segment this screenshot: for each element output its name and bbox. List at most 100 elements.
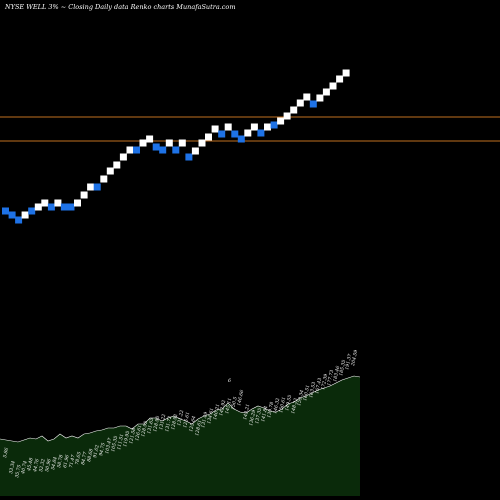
renko-brick-down bbox=[237, 135, 245, 143]
price-label: 58.78 bbox=[56, 454, 65, 468]
price-label: 150.61 bbox=[278, 396, 287, 413]
renko-brick-up bbox=[178, 139, 186, 147]
price-label: 149.55 bbox=[284, 394, 293, 411]
renko-brick-up bbox=[113, 161, 121, 169]
price-label: 140.21 bbox=[212, 403, 221, 420]
renko-brick-down bbox=[133, 146, 140, 154]
price-label: 78.65 bbox=[74, 451, 83, 465]
price-label: 54.84 bbox=[50, 456, 59, 470]
renko-brick-up bbox=[41, 199, 49, 207]
price-label: 125.61 bbox=[182, 411, 191, 428]
price-label: 131.22 bbox=[158, 413, 167, 430]
price-label: 35.75 bbox=[14, 464, 23, 478]
renko-brick-up bbox=[277, 117, 285, 125]
stray-label: 6 bbox=[228, 378, 231, 384]
renko-brick-down bbox=[15, 216, 23, 224]
price-label: 94.75 bbox=[98, 442, 107, 456]
renko-brick-up bbox=[100, 175, 108, 183]
price-label: 143.21 bbox=[242, 403, 251, 420]
renko-brick-down bbox=[67, 203, 75, 211]
price-label: 131.72 bbox=[164, 415, 173, 432]
price-label: 103.47 bbox=[104, 437, 113, 454]
renko-brick-up bbox=[165, 139, 173, 147]
renko-brick-up bbox=[316, 94, 324, 102]
volume-fill bbox=[0, 376, 360, 496]
renko-bricks bbox=[2, 69, 350, 224]
renko-brick-down bbox=[28, 207, 36, 215]
price-label: 52.32 bbox=[38, 458, 47, 472]
renko-brick-down bbox=[93, 183, 101, 191]
price-label: 191.37 bbox=[344, 353, 353, 370]
price-label: 146.32 bbox=[272, 397, 281, 414]
price-label: 91.02 bbox=[92, 444, 101, 458]
renko-brick-up bbox=[74, 199, 81, 207]
price-label: 84.77 bbox=[80, 451, 89, 465]
renko-brick-up bbox=[126, 146, 134, 154]
price-label: 146.66 bbox=[236, 389, 245, 406]
renko-brick-up bbox=[264, 123, 271, 131]
renko-brick-down bbox=[257, 129, 265, 137]
price-label: 61.96 bbox=[62, 454, 71, 468]
price-label: 204.59 bbox=[350, 349, 359, 367]
price-labels: 5.86 33.3435.7540.7445.4844.7652.3250.965… bbox=[2, 349, 359, 478]
price-label: 139.78 bbox=[266, 401, 275, 418]
renko-brick-up bbox=[34, 203, 42, 211]
renko-brick-down bbox=[47, 203, 55, 211]
price-label: 137.35 bbox=[254, 407, 263, 424]
price-label: 142.92 bbox=[218, 399, 227, 416]
price-label: 150.5 bbox=[230, 396, 239, 410]
price-label: 45.48 bbox=[26, 457, 35, 472]
renko-brick-up bbox=[296, 99, 304, 107]
renko-brick-up bbox=[303, 93, 311, 101]
renko-brick-up bbox=[139, 139, 147, 147]
price-label: 105.35 bbox=[110, 435, 119, 452]
volume-outline bbox=[0, 375, 361, 443]
volume-area bbox=[0, 375, 361, 496]
price-label: 71.47 bbox=[68, 454, 77, 468]
renko-brick-up bbox=[224, 123, 232, 131]
renko-brick-up bbox=[87, 183, 95, 191]
renko-brick-up bbox=[322, 88, 330, 96]
renko-brick-up bbox=[198, 139, 206, 147]
price-label: 131.49 bbox=[200, 411, 209, 428]
price-label: 44.76 bbox=[32, 458, 41, 473]
renko-brick-up bbox=[342, 69, 350, 77]
price-label: 128.92 bbox=[170, 413, 179, 430]
price-label: 119.95 bbox=[122, 430, 131, 447]
price-label: 145.11 bbox=[224, 397, 233, 414]
renko-brick-down bbox=[185, 153, 193, 161]
renko-brick-up bbox=[54, 199, 62, 207]
price-label: 33.34 bbox=[8, 460, 17, 474]
renko-brick-up bbox=[191, 147, 199, 155]
price-label: 163.53 bbox=[308, 381, 317, 398]
renko-brick-up bbox=[244, 129, 252, 137]
price-label: 148.22 bbox=[290, 397, 299, 414]
price-label: 131.65 bbox=[146, 417, 155, 434]
price-label: 40.74 bbox=[20, 460, 29, 475]
renko-brick-up bbox=[329, 82, 337, 90]
renko-brick-up bbox=[106, 167, 114, 175]
price-label: 141.84 bbox=[260, 405, 269, 422]
price-label: 5.86 bbox=[2, 447, 10, 458]
price-label: 185.35 bbox=[338, 359, 347, 376]
renko-brick-up bbox=[205, 133, 212, 141]
renko-brick-up bbox=[336, 75, 344, 83]
price-label: 160.51 bbox=[302, 384, 311, 401]
price-label: 125.64 bbox=[188, 415, 197, 432]
price-label: 159.34 bbox=[296, 389, 305, 406]
renko-brick-down bbox=[172, 146, 180, 154]
price-label: 121.58 bbox=[128, 427, 137, 444]
price-label: 177.73 bbox=[326, 369, 335, 386]
reference-lines bbox=[0, 116, 500, 142]
renko-brick-down bbox=[159, 146, 167, 154]
renko-brick-down bbox=[152, 143, 160, 151]
price-label: 50.96 bbox=[44, 458, 53, 472]
price-label: 172.39 bbox=[320, 373, 329, 390]
chart-title: NYSE WELL 3% ~ Closing Daily data Renko … bbox=[4, 3, 236, 11]
renko-brick-down bbox=[309, 100, 317, 108]
price-label: 183.46 bbox=[332, 365, 341, 382]
renko-brick-down bbox=[2, 207, 9, 215]
renko-brick-up bbox=[80, 191, 88, 199]
price-label: 167.43 bbox=[314, 377, 323, 394]
